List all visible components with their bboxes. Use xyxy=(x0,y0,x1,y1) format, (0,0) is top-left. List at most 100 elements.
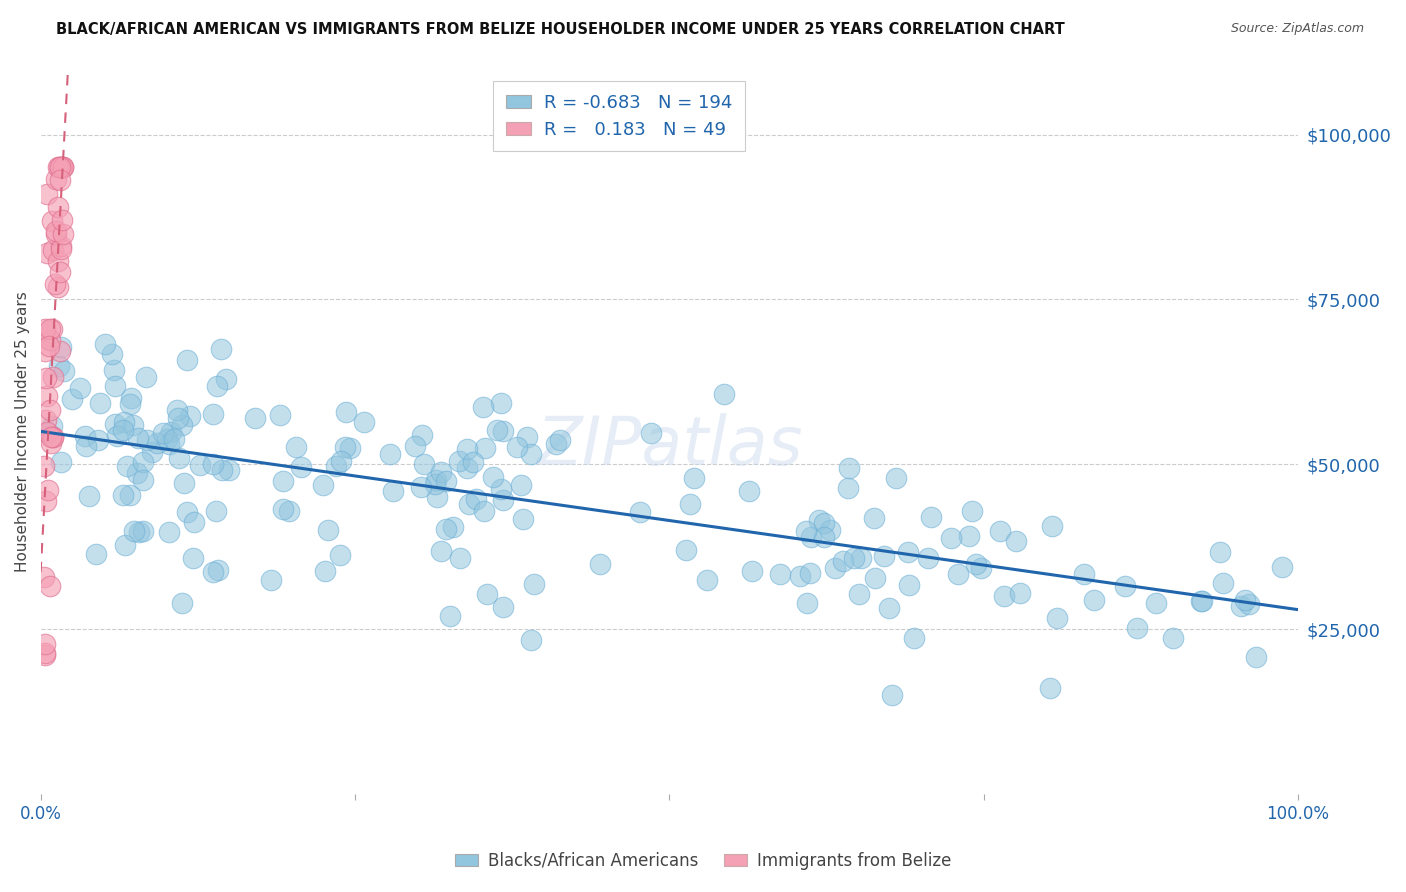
Point xyxy=(920,510,942,524)
Point xyxy=(1125,622,1147,636)
Point xyxy=(45,172,67,186)
Point xyxy=(167,410,190,425)
Point xyxy=(172,418,194,433)
Point xyxy=(160,425,183,440)
Point xyxy=(1046,611,1069,625)
Point xyxy=(1244,649,1267,664)
Point xyxy=(1083,593,1105,607)
Point xyxy=(205,504,228,518)
Point xyxy=(519,632,541,647)
Point xyxy=(411,427,433,442)
Point xyxy=(696,574,718,588)
Point xyxy=(111,423,134,437)
Point xyxy=(48,173,70,187)
Point xyxy=(278,504,301,518)
Text: Source: ZipAtlas.com: Source: ZipAtlas.com xyxy=(1230,22,1364,36)
Point xyxy=(121,417,143,432)
Point xyxy=(429,543,451,558)
Point xyxy=(506,440,529,454)
Point xyxy=(884,470,907,484)
Point xyxy=(849,551,872,566)
Point xyxy=(519,447,541,461)
Point xyxy=(1271,560,1294,574)
Legend: Blacks/African Americans, Immigrants from Belize: Blacks/African Americans, Immigrants fro… xyxy=(449,846,957,877)
Point xyxy=(245,411,267,425)
Point xyxy=(34,637,56,651)
Point xyxy=(832,554,855,568)
Point xyxy=(131,524,153,538)
Point xyxy=(380,446,402,460)
Point xyxy=(41,419,63,434)
Point xyxy=(1234,592,1257,607)
Point xyxy=(89,396,111,410)
Point xyxy=(640,425,662,440)
Point xyxy=(48,265,70,279)
Point xyxy=(260,573,283,587)
Point xyxy=(179,409,201,424)
Point xyxy=(457,497,479,511)
Point xyxy=(51,455,73,469)
Point xyxy=(136,433,159,447)
Point xyxy=(214,372,236,386)
Point xyxy=(917,550,939,565)
Point xyxy=(512,512,534,526)
Point xyxy=(879,601,901,615)
Point xyxy=(628,505,651,519)
Point xyxy=(333,441,356,455)
Point xyxy=(46,161,69,175)
Point xyxy=(463,455,485,469)
Point xyxy=(42,244,65,258)
Point xyxy=(897,545,920,559)
Point xyxy=(45,227,67,242)
Point xyxy=(589,557,612,571)
Point xyxy=(353,415,375,429)
Point xyxy=(46,280,69,294)
Legend: R = -0.683   N = 194, R =   0.183   N = 49: R = -0.683 N = 194, R = 0.183 N = 49 xyxy=(494,81,745,152)
Point xyxy=(548,433,571,447)
Point xyxy=(1212,576,1234,591)
Point xyxy=(312,478,335,492)
Point xyxy=(271,502,294,516)
Point xyxy=(863,571,886,585)
Point xyxy=(800,530,823,544)
Point xyxy=(492,493,515,508)
Point xyxy=(430,465,453,479)
Point xyxy=(939,532,962,546)
Point xyxy=(1114,579,1136,593)
Point xyxy=(117,458,139,473)
Point xyxy=(103,363,125,377)
Point xyxy=(413,457,436,471)
Point xyxy=(339,441,361,455)
Point xyxy=(105,429,128,443)
Point xyxy=(471,400,494,414)
Point xyxy=(49,242,72,256)
Point xyxy=(141,445,163,459)
Point xyxy=(218,463,240,477)
Point xyxy=(44,277,66,291)
Point xyxy=(128,524,150,539)
Point xyxy=(37,425,59,440)
Point xyxy=(42,430,65,444)
Point xyxy=(789,569,811,583)
Point xyxy=(475,587,498,601)
Point xyxy=(1040,518,1063,533)
Point xyxy=(159,437,181,451)
Point xyxy=(51,161,73,175)
Point xyxy=(741,564,763,578)
Point xyxy=(482,469,505,483)
Point xyxy=(314,564,336,578)
Point xyxy=(1239,597,1261,611)
Point xyxy=(209,342,232,356)
Point xyxy=(818,523,841,537)
Point xyxy=(799,566,821,581)
Point xyxy=(330,454,353,468)
Point xyxy=(132,455,155,469)
Point xyxy=(443,520,465,534)
Point xyxy=(683,471,706,485)
Point xyxy=(51,161,73,175)
Point xyxy=(152,425,174,440)
Point xyxy=(838,460,860,475)
Point xyxy=(492,424,515,438)
Point xyxy=(114,538,136,552)
Point xyxy=(447,454,470,468)
